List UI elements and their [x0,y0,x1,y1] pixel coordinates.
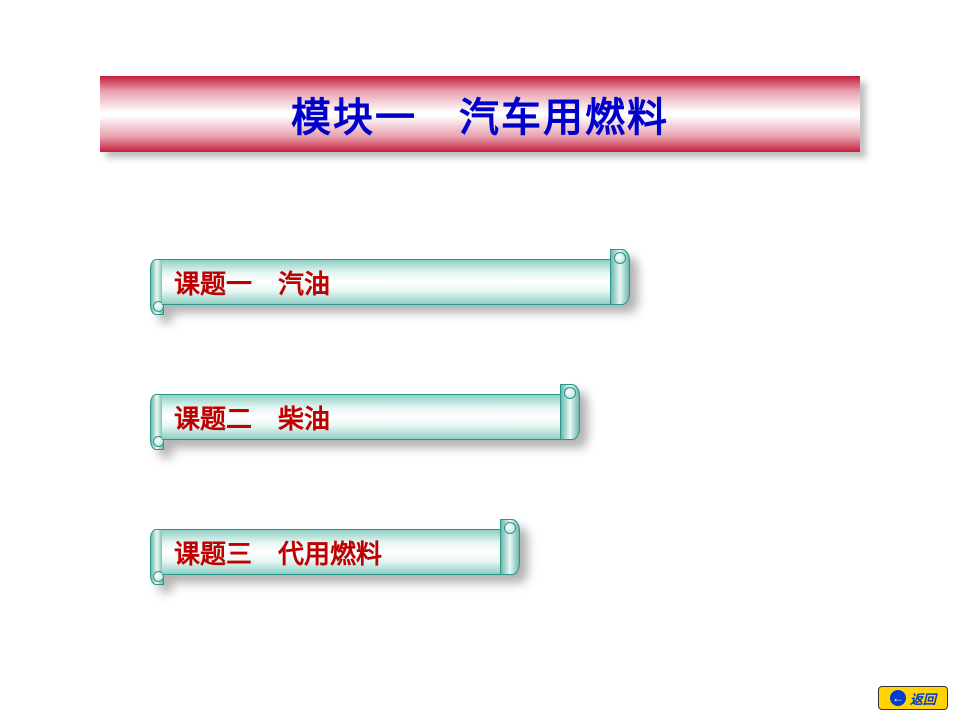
scroll-curl-right-icon [500,519,520,575]
back-button-label: 返回 [910,689,936,708]
back-arrow-icon: ← [890,690,906,706]
topic-scroll-3[interactable]: 课题三 代用燃料 [150,525,520,579]
module-title-text: 模块一 汽车用燃料 [291,85,669,143]
scroll-curl-right-icon [610,249,630,305]
topic-label: 课题一 汽油 [174,264,330,301]
module-title-banner: 模块一 汽车用燃料 [100,76,860,152]
topic-scroll-body: 课题三 代用燃料 [162,529,502,575]
back-button[interactable]: ← 返回 [878,686,948,710]
topic-scroll-body: 课题二 柴油 [162,394,562,440]
topic-label: 课题二 柴油 [174,399,330,436]
topic-scroll-1[interactable]: 课题一 汽油 [150,255,630,309]
topic-scroll-2[interactable]: 课题二 柴油 [150,390,580,444]
topic-label: 课题三 代用燃料 [174,534,382,571]
scroll-curl-right-icon [560,384,580,440]
topic-scroll-body: 课题一 汽油 [162,259,612,305]
